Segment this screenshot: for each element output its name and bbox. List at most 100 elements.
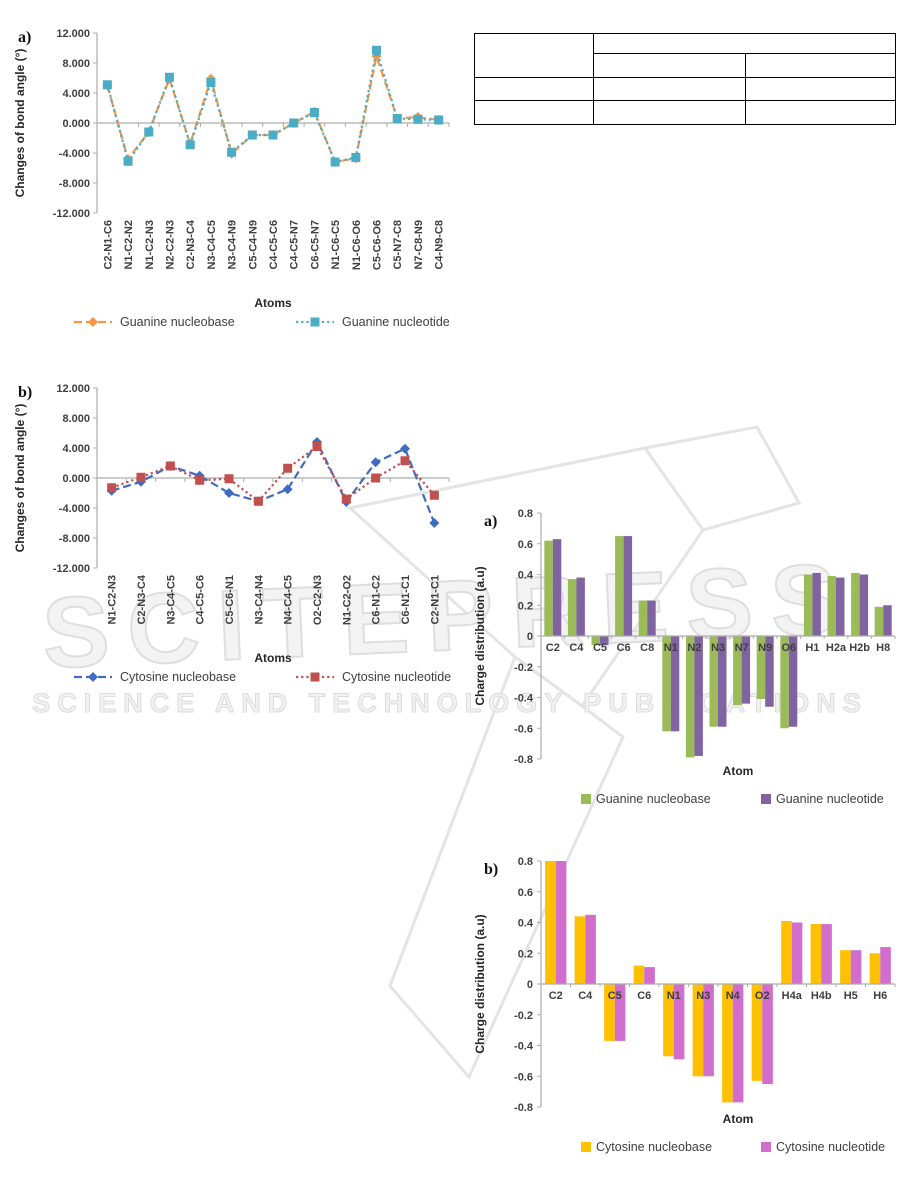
bar [765, 636, 774, 707]
series-line [111, 439, 436, 524]
bar [576, 577, 585, 636]
square-marker [144, 127, 154, 137]
square-marker [312, 442, 322, 451]
bar [836, 577, 845, 636]
cat-text: C5 [608, 990, 622, 1002]
axlabel-text: Charge distribution (a.u) [473, 566, 487, 705]
cat-text: N1-C6-O6 [351, 220, 363, 270]
series-cytosine-nucleotide [555, 861, 891, 1103]
series-cytosine-nucleotide [107, 442, 439, 506]
legend-swatch [761, 1142, 771, 1152]
cat-text: N7 [735, 642, 749, 654]
square-marker [434, 115, 444, 125]
tick-text: -0.2 [514, 662, 533, 674]
table-cell-top-header [593, 33, 896, 54]
series-guanine-nucleotide [102, 45, 444, 167]
diamond-marker [224, 488, 234, 498]
tick-text: 0.8 [518, 508, 533, 520]
cat-text: O2-C2-N3 [312, 575, 324, 625]
table-cell [745, 77, 896, 101]
cat-text: H5 [844, 990, 858, 1002]
line-cytosine-bond-angle: b) 12.000 8.000 4.000 0.000 -4.000 -8.000 -12.0… [13, 383, 451, 684]
table-cell [593, 100, 746, 125]
bar [788, 636, 798, 727]
bar [633, 965, 645, 984]
square-marker [247, 130, 257, 140]
square-marker [195, 475, 205, 485]
tick-text: 0.4 [518, 918, 534, 930]
bar [673, 984, 685, 1060]
diamond-marker [88, 672, 98, 682]
table-cell [474, 77, 594, 101]
diamond-marker [370, 457, 381, 468]
series-line [106, 49, 439, 164]
series-guanine-nucleotide [552, 536, 892, 756]
bar [741, 636, 751, 704]
cat-text: N2 [687, 642, 701, 654]
bar [751, 984, 763, 1081]
bar [840, 950, 851, 984]
tick-text: -0.8 [514, 754, 533, 766]
cat-text: H4a [782, 990, 803, 1002]
bar [545, 861, 556, 984]
leg-text: Cytosine nucleotide [342, 670, 451, 684]
tick-text: 0 [527, 631, 533, 643]
bar [644, 967, 655, 984]
cat-text: C6-N1-C1 [400, 575, 412, 625]
cat-text: N2-C2-N3 [164, 220, 176, 270]
leg-text: Cytosine nucleobase [596, 1140, 712, 1154]
cat-text: O6 [781, 642, 796, 654]
bar [647, 600, 656, 636]
table-cell [745, 100, 896, 125]
square-marker [400, 456, 410, 466]
square-marker [253, 496, 263, 506]
square-marker [107, 483, 117, 493]
bar [685, 636, 695, 758]
cat-text: C4-C5-N7 [289, 220, 301, 270]
square-marker [283, 463, 293, 473]
axlabel-text: Changes of bond angle (°) [13, 404, 27, 553]
cat-text: C5-N7-C8 [392, 220, 404, 270]
bar [709, 636, 718, 727]
tick-text: 8.000 [62, 58, 90, 70]
legend-entry: Cytosine nucleotide [761, 1140, 885, 1154]
table-cell [474, 100, 594, 125]
diamond-marker [429, 518, 440, 528]
bar [780, 636, 789, 729]
square-marker [309, 108, 319, 117]
cat-text: C4 [578, 990, 593, 1002]
cat-text: N1 [667, 990, 681, 1002]
bar [883, 605, 892, 636]
cat-text: C5-C6-O6 [372, 220, 384, 270]
square-marker [224, 474, 234, 484]
legend-entry: Cytosine nucleotide [296, 670, 451, 684]
figure-panel-b-cytosine-charge-bar-chart: b) 0.8 0.6 0.4 0.2 0 -0.2 -0.4 -0.6 -0.8 C2 C4 C5 C6 N… [468, 846, 900, 1183]
square-marker [341, 494, 351, 504]
bar [614, 984, 626, 1041]
legend-swatch [761, 794, 771, 804]
panel-text: b) [484, 861, 498, 878]
bar [555, 861, 567, 984]
bar [874, 606, 884, 636]
square-marker [372, 45, 382, 55]
cat-text: O2 [755, 990, 770, 1002]
cat-text: N1-C6-C5 [330, 220, 342, 270]
tick-text: 4.000 [62, 443, 90, 455]
bar [733, 636, 742, 706]
series-line [111, 444, 436, 503]
series-cytosine-nucleobase [106, 437, 440, 528]
diamond-marker [282, 484, 293, 495]
cat-text: N9 [758, 642, 772, 654]
bar [812, 572, 821, 636]
square-marker [102, 80, 112, 90]
cat-text: N1-C2-N2 [123, 220, 135, 270]
empty-table-container [474, 33, 896, 125]
figure-panel-a-guanine-bond-angle-line-chart: a) 12.000 8.000 4.000 0.000 -4.000 -8.000 -12.0… [8, 18, 455, 341]
leg-text: Guanine nucleotide [342, 315, 450, 329]
bar [662, 636, 671, 732]
line-guanine-bond-angle: a) 12.000 8.000 4.000 0.000 -4.000 -8.000 -12.0… [13, 28, 450, 329]
tick-text: -0.6 [514, 723, 533, 735]
cat-text: N7-C8-N9 [413, 220, 425, 270]
cat-text: H2b [849, 642, 870, 654]
